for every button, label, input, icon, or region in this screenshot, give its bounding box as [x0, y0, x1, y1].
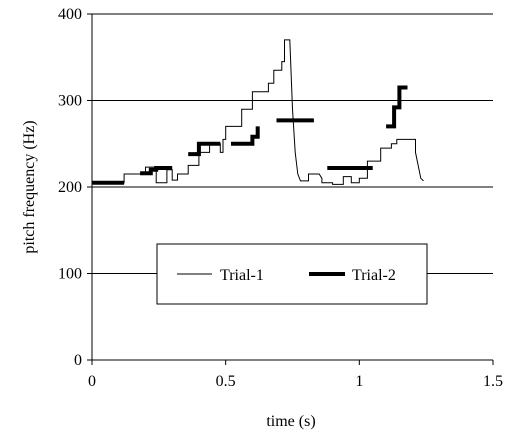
y-tick-label: 0 [74, 352, 82, 369]
x-tick-label: 0 [88, 373, 96, 390]
series-layer [92, 39, 424, 185]
series-trial-2-segment [386, 85, 408, 129]
x-tick-label: 1.5 [483, 373, 503, 390]
legend-label-trial-2: Trial-2 [352, 267, 396, 284]
x-tick-label: 1 [355, 373, 363, 390]
x-axis-title: time (s) [266, 413, 315, 430]
legend: Trial-1 Trial-2 [156, 243, 428, 305]
series-trial-2-segment [231, 126, 260, 146]
x-tick-label: 0.5 [216, 373, 236, 390]
y-tick-label: 100 [58, 266, 82, 283]
series-trial-2-segment [188, 141, 221, 157]
axes: 0 100 200 300 400 0 0.5 1 1.5 [58, 6, 503, 390]
grid-lines [92, 13, 493, 274]
y-tick-label: 200 [58, 179, 82, 196]
legend-label-trial-1: Trial-1 [220, 267, 264, 284]
y-axis-title: pitch frequency (Hz) [21, 120, 38, 253]
series-trial-1-line [92, 39, 424, 185]
y-tick-label: 400 [58, 6, 82, 23]
y-tick-label: 300 [58, 93, 82, 110]
series-trial-2-segment [140, 166, 173, 176]
